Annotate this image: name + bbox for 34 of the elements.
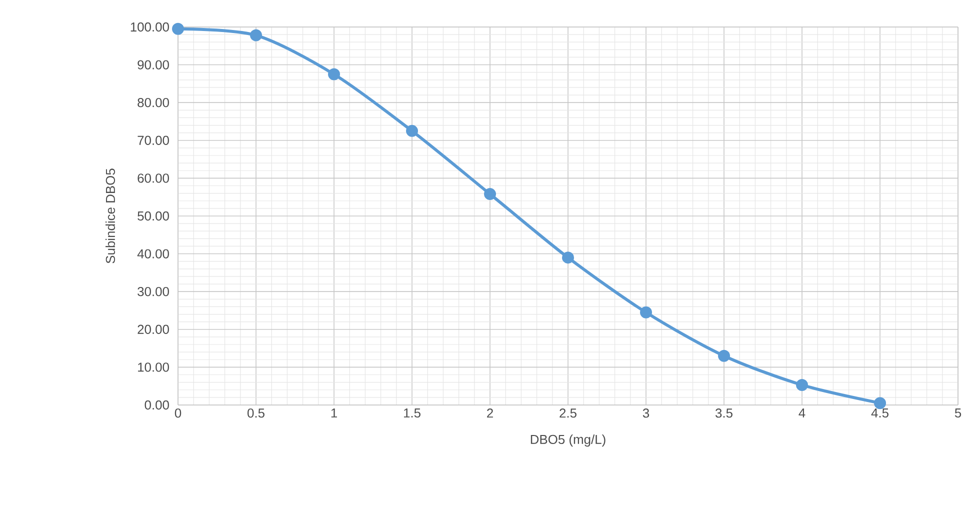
point	[406, 124, 418, 137]
y-tick-label: 0.00	[144, 400, 169, 410]
x-axis-title: DBO5 (mg/L)	[530, 434, 606, 447]
point	[328, 68, 340, 80]
x-tick-label: 0	[174, 408, 182, 418]
y-tick-label: 80.00	[138, 98, 169, 108]
point	[250, 29, 262, 42]
y-tick-label: 90.00	[138, 60, 169, 70]
x-tick-label: 4.5	[871, 408, 888, 418]
y-tick-label: 100.00	[130, 22, 169, 32]
x-tick-label: 1.5	[404, 408, 420, 418]
x-tick-label: 2.5	[560, 408, 576, 418]
y-tick-label: 40.00	[137, 249, 169, 258]
point	[718, 350, 730, 362]
y-tick-label: 30.00	[138, 286, 169, 296]
x-tick-label: 3	[642, 408, 650, 418]
y-tick-label: 60.00	[138, 174, 169, 183]
y-tick-label: 10.00	[138, 362, 169, 372]
point	[172, 22, 184, 35]
point	[796, 378, 808, 391]
x-tick-label: 0.5	[248, 408, 264, 418]
x-tick-label: 1	[331, 408, 337, 418]
point	[484, 188, 496, 200]
point	[640, 306, 652, 318]
y-tick-label: 50.00	[138, 211, 169, 221]
x-tick-label: 2	[487, 408, 493, 418]
x-tick-label: 5	[954, 408, 962, 418]
point	[874, 397, 886, 410]
point	[562, 252, 574, 264]
x-tick-label: 3.5	[716, 408, 732, 418]
y-tick-label: 20.00	[138, 324, 169, 334]
x-tick-label: 4	[798, 408, 806, 418]
y-tick-label: 70.00	[138, 136, 169, 145]
y-axis-title: Subindice DBO5	[106, 168, 116, 264]
